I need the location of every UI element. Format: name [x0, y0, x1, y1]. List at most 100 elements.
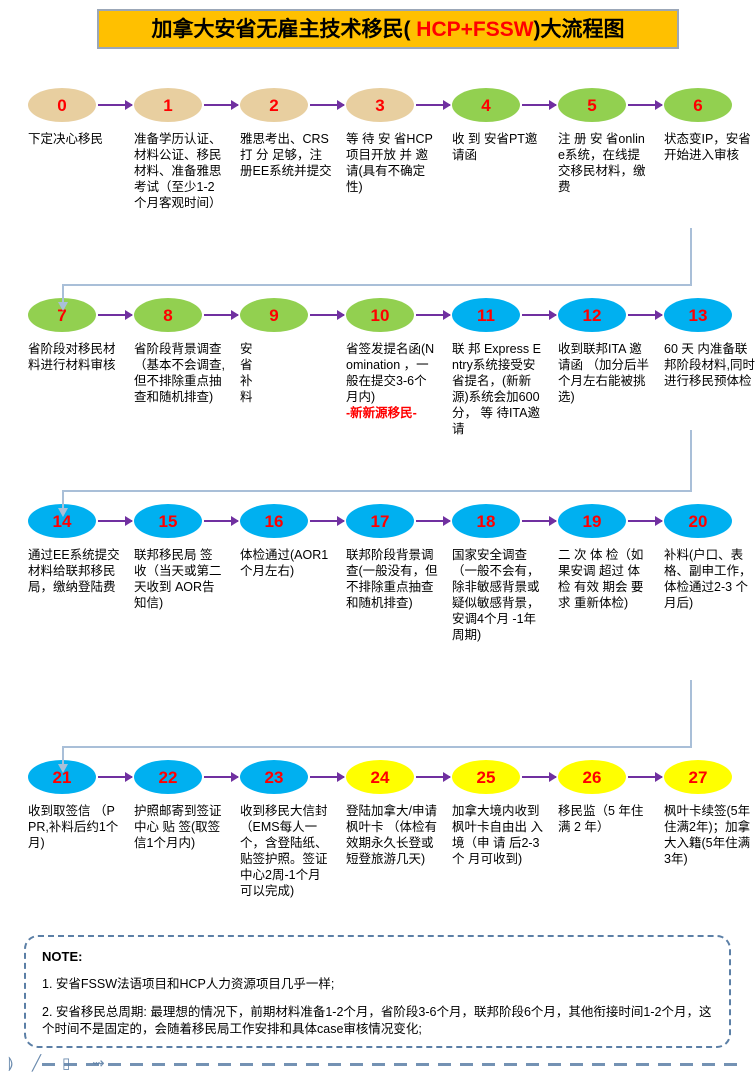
arrow-25-to-26: [522, 772, 557, 782]
flow-step-17[interactable]: 17 联邦阶段背景调查(一般没有，但不排除重点抽查和随机排查): [346, 504, 452, 611]
flow-step-4[interactable]: 4 收 到 安省PT邀请函: [452, 88, 558, 163]
flow-node-0[interactable]: 0: [28, 88, 96, 122]
flow-node-17[interactable]: 17: [346, 504, 414, 538]
flow-caption-text-13: 60 天 内准备联邦阶段材料,同时进行移民预体检: [664, 342, 755, 388]
flow-step-5[interactable]: 5 注 册 安 省online系统，在线提交移民材料，缴费: [558, 88, 664, 195]
flow-caption-text-16: 体检通过(AOR1 个月左右): [240, 548, 329, 578]
flow-step-15[interactable]: 15 联邦移民局 签 收（当天或第二天收到 AOR告知信): [134, 504, 240, 611]
flow-caption-7: 省阶段对移民材料进行材料审核: [28, 341, 120, 373]
flow-node-27[interactable]: 27: [664, 760, 732, 794]
flow-node-23[interactable]: 23: [240, 760, 308, 794]
page-title-text: 加拿大安省无雇主技术移民( HCP+FSSW)大流程图: [151, 19, 624, 40]
flow-step-14[interactable]: 14 通过EE系统提交材料给联邦移民局，缴纳登陆费: [28, 504, 134, 595]
flow-caption-1: 准备学历认证、材料公证、移民材料、准备雅思考试（至少1-2个月客观时间）: [134, 131, 226, 211]
flow-node-15[interactable]: 15: [134, 504, 202, 538]
flow-caption-0: 下定决心移民: [28, 131, 120, 147]
flow-step-13[interactable]: 13 60 天 内准备联邦阶段材料,同时进行移民预体检: [664, 298, 755, 389]
flow-caption-text-12: 收到联邦ITA 邀 请函 （加分后半个月左右能被挑选): [558, 342, 649, 404]
arrow-1-to-2: [204, 100, 239, 110]
flow-caption-4: 收 到 安省PT邀请函: [452, 131, 544, 163]
flow-node-8[interactable]: 8: [134, 298, 202, 332]
flow-step-19[interactable]: 19 二 次 体 检（如果安调 超过 体检 有效 期会 要求 重新体检): [558, 504, 664, 611]
arrow-2-to-3: [310, 100, 345, 110]
flow-caption-text-9: 安省补料: [240, 342, 253, 404]
flow-step-9[interactable]: 9 安省补料: [240, 298, 346, 405]
flow-step-12[interactable]: 12 收到联邦ITA 邀 请函 （加分后半个月左右能被挑选): [558, 298, 664, 405]
flow-node-24[interactable]: 24: [346, 760, 414, 794]
flow-node-11[interactable]: 11: [452, 298, 520, 332]
flow-node-13[interactable]: 13: [664, 298, 732, 332]
flow-caption-text-14: 通过EE系统提交材料给联邦移民局，缴纳登陆费: [28, 548, 120, 594]
flow-step-8[interactable]: 8 省阶段背景调查（基本不会调查,但不排除重点抽查和随机排查): [134, 298, 240, 405]
flow-caption-5: 注 册 安 省online系统，在线提交移民材料，缴费: [558, 131, 650, 195]
flow-node-26[interactable]: 26: [558, 760, 626, 794]
flow-node-22[interactable]: 22: [134, 760, 202, 794]
flow-caption-13: 60 天 内准备联邦阶段材料,同时进行移民预体检: [664, 341, 755, 389]
flow-step-16[interactable]: 16 体检通过(AOR1 个月左右): [240, 504, 346, 579]
flow-step-18[interactable]: 18 国家安全调查 （一般不会有，除非敏感背景或疑似敏感背景，安调4个月 -1年周…: [452, 504, 558, 643]
flow-caption-text-26: 移民监（5 年住满 2 年）: [558, 804, 644, 834]
flow-caption-text-5: 注 册 安 省online系统，在线提交移民材料，缴费: [558, 132, 646, 194]
flow-caption-9: 安省补料: [240, 341, 254, 405]
flow-caption-21: 收到取签信 （PPR,补料后约1个月): [28, 803, 120, 851]
flow-caption-text-10: 省签发提名函(Nomination ，一般在提交3-6个月内): [346, 342, 435, 404]
flow-node-1[interactable]: 1: [134, 88, 202, 122]
flow-caption-17: 联邦阶段背景调查(一般没有，但不排除重点抽查和随机排查): [346, 547, 438, 611]
flow-caption-text-7: 省阶段对移民材料进行材料审核: [28, 342, 116, 372]
flow-step-0[interactable]: 0 下定决心移民: [28, 88, 134, 147]
flow-step-25[interactable]: 25 加拿大境内收到枫叶卡自由出 入 境（申 请 后2-3 个 月可收到): [452, 760, 558, 867]
flow-caption-23: 收到移民大信封 （EMS每人一个，含登陆纸、贴签护照。签证中心2周-1个月可以完…: [240, 803, 332, 899]
flow-caption-11: 联 邦 Express Entry系统接受安省提名，(新新源)系统会加600分，…: [452, 341, 544, 437]
flow-caption-text-11: 联 邦 Express Entry系统接受安省提名，(新新源)系统会加600分，…: [452, 342, 541, 436]
flow-node-6[interactable]: 6: [664, 88, 732, 122]
flow-node-12[interactable]: 12: [558, 298, 626, 332]
arrow-3-to-4: [416, 100, 451, 110]
flow-step-20[interactable]: 20 补料(户口、表格、副申工作，体检通过2-3 个 月后): [664, 504, 755, 611]
flow-node-10[interactable]: 10: [346, 298, 414, 332]
flow-step-7[interactable]: 7 省阶段对移民材料进行材料审核: [28, 298, 134, 373]
arrow-17-to-18: [416, 516, 451, 526]
flow-step-1[interactable]: 1 准备学历认证、材料公证、移民材料、准备雅思考试（至少1-2个月客观时间）: [134, 88, 240, 211]
flow-caption-text-24: 登陆加拿大/申请枫叶卡 （体检有效期永久长登或短登旅游几天): [346, 804, 437, 866]
flow-caption-10: 省签发提名函(Nomination ，一般在提交3-6个月内) -新新源移民-: [346, 341, 438, 421]
flow-caption-text-0: 下定决心移民: [28, 132, 104, 146]
flow-step-21[interactable]: 21 收到取签信 （PPR,补料后约1个月): [28, 760, 134, 851]
flow-node-18[interactable]: 18: [452, 504, 520, 538]
flow-step-26[interactable]: 26 移民监（5 年住满 2 年）: [558, 760, 664, 835]
flow-step-23[interactable]: 23 收到移民大信封 （EMS每人一个，含登陆纸、贴签护照。签证中心2周-1个月可…: [240, 760, 346, 899]
note-line-1: 1. 安省FSSW法语项目和HCP人力资源项目几乎一样;: [42, 977, 335, 991]
flow-node-9[interactable]: 9: [240, 298, 308, 332]
flow-caption-19: 二 次 体 检（如果安调 超过 体检 有效 期会 要求 重新体检): [558, 547, 650, 611]
arrow-7-to-8: [98, 310, 133, 320]
flow-step-11[interactable]: 11 联 邦 Express Entry系统接受安省提名，(新新源)系统会加600…: [452, 298, 558, 437]
flow-step-3[interactable]: 3 等 待 安 省HCP项目开放 并 邀 请(具有不确定性): [346, 88, 452, 195]
flow-caption-text-18: 国家安全调查 （一般不会有，除非敏感背景或疑似敏感背景，安调4个月 -1年周期): [452, 548, 540, 642]
flow-node-5[interactable]: 5: [558, 88, 626, 122]
flow-step-22[interactable]: 22 护照邮寄到签证中心 贴 签(取签信1个月内): [134, 760, 240, 851]
flow-step-27[interactable]: 27 枫叶卡续签(5年住满2年)；加拿大入籍(5年住满3年): [664, 760, 755, 867]
flow-node-4[interactable]: 4: [452, 88, 520, 122]
flow-step-10[interactable]: 10 省签发提名函(Nomination ，一般在提交3-6个月内) -新新源移民-: [346, 298, 452, 421]
arrow-10-to-11: [416, 310, 451, 320]
flow-caption-text-27: 枫叶卡续签(5年住满2年)；加拿大入籍(5年住满3年): [664, 804, 751, 866]
flow-node-14[interactable]: 14: [28, 504, 96, 538]
flow-caption-14: 通过EE系统提交材料给联邦移民局，缴纳登陆费: [28, 547, 120, 595]
arrow-23-to-24: [310, 772, 345, 782]
flow-caption-text-23: 收到移民大信封 （EMS每人一个，含登陆纸、贴签护照。签证中心2周-1个月可以完…: [240, 804, 328, 898]
flow-node-16[interactable]: 16: [240, 504, 308, 538]
arrow-16-to-17: [310, 516, 345, 526]
flow-step-2[interactable]: 2 雅思考出、CRS 打 分 足够，注册EE系统并提交: [240, 88, 346, 179]
flow-caption-25: 加拿大境内收到枫叶卡自由出 入 境（申 请 后2-3 个 月可收到): [452, 803, 544, 867]
arrow-15-to-16: [204, 516, 239, 526]
flow-caption-24: 登陆加拿大/申请枫叶卡 （体检有效期永久长登或短登旅游几天): [346, 803, 438, 867]
flow-caption-text-15: 联邦移民局 签 收（当天或第二天收到 AOR告知信): [134, 548, 222, 610]
flow-step-24[interactable]: 24 登陆加拿大/申请枫叶卡 （体检有效期永久长登或短登旅游几天): [346, 760, 452, 867]
flow-node-19[interactable]: 19: [558, 504, 626, 538]
flow-node-20[interactable]: 20: [664, 504, 732, 538]
flow-node-25[interactable]: 25: [452, 760, 520, 794]
flow-step-6[interactable]: 6 状态变IP，安省开始进入审核: [664, 88, 755, 163]
flow-caption-text-4: 收 到 安省PT邀请函: [452, 132, 538, 162]
flow-node-2[interactable]: 2: [240, 88, 308, 122]
arrow-4-to-5: [522, 100, 557, 110]
flow-node-3[interactable]: 3: [346, 88, 414, 122]
